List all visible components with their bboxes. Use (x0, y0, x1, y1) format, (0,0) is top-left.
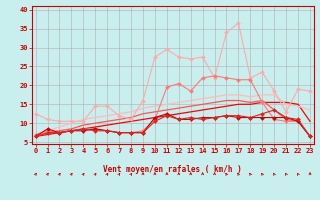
X-axis label: Vent moyen/en rafales ( km/h ): Vent moyen/en rafales ( km/h ) (103, 165, 242, 174)
